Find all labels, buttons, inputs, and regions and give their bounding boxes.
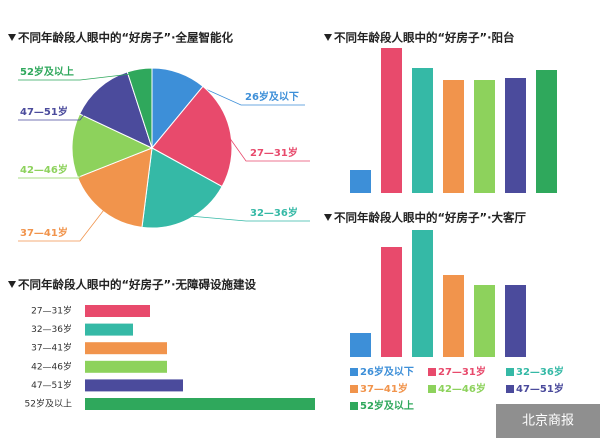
chart-title: 不同年龄段人眼中的“好房子”·阳台 <box>334 31 514 45</box>
legend-label: 37—41岁 <box>360 382 408 395</box>
bar <box>381 48 402 193</box>
y-tick-label: 37—41岁 <box>31 342 72 354</box>
pie-slice <box>151 85 233 188</box>
legend-swatch <box>506 368 514 376</box>
title-marker <box>8 34 16 41</box>
pie-slice <box>71 113 154 179</box>
bar <box>412 68 433 193</box>
pie-label: 37—41岁 <box>20 226 68 239</box>
bar <box>443 275 464 357</box>
legend-label: 32—36岁 <box>516 365 564 378</box>
legend-label: 26岁及以下 <box>360 365 414 378</box>
title-marker <box>324 214 332 221</box>
y-tick-label: 42—46岁 <box>31 360 72 372</box>
chart-title: 不同年龄段人眼中的“好房子”·大客厅 <box>334 211 526 225</box>
bar <box>474 285 495 357</box>
leader-line <box>177 76 305 106</box>
pie-label: 52岁及以上 <box>20 65 74 78</box>
leader-line <box>18 207 106 242</box>
bar <box>85 323 133 336</box>
pie-slice <box>78 71 153 149</box>
bar <box>350 333 371 357</box>
bar <box>85 398 315 410</box>
y-tick-label: 27—31岁 <box>31 305 72 317</box>
leader-line <box>186 215 310 222</box>
y-tick-label: 47—51岁 <box>31 379 72 391</box>
watermark: 北京商报 <box>522 414 574 429</box>
pie-label: 32—36岁 <box>250 206 298 219</box>
bar <box>85 305 150 317</box>
title-marker <box>324 34 332 41</box>
pie-slice <box>141 147 223 229</box>
bar <box>85 342 167 355</box>
bar <box>381 247 402 357</box>
leader-line <box>18 90 103 121</box>
chart-title: 不同年龄段人眼中的“好房子”·全屋智能化 <box>18 31 233 45</box>
legend-swatch <box>428 385 436 393</box>
legend-swatch <box>350 385 358 393</box>
bar <box>443 80 464 193</box>
bar <box>505 78 526 193</box>
pie-label: 47—51岁 <box>20 105 68 118</box>
bar <box>350 170 371 193</box>
pie-slice <box>126 67 153 149</box>
title-marker <box>8 281 16 288</box>
bar <box>536 70 557 193</box>
leader-line <box>18 72 141 81</box>
y-tick-label: 32—36岁 <box>31 323 72 335</box>
bar <box>474 80 495 193</box>
watermark-bg <box>496 404 600 438</box>
y-tick-label: 52岁及以上 <box>25 398 72 410</box>
bar <box>85 379 183 392</box>
legend-swatch <box>350 368 358 376</box>
legend-label: 27—31岁 <box>438 365 486 378</box>
legend-swatch <box>350 402 358 410</box>
legend-swatch <box>506 385 514 393</box>
pie-label: 42—46岁 <box>20 163 68 176</box>
bar <box>85 360 167 373</box>
bar <box>412 230 433 357</box>
leader-line <box>226 133 310 162</box>
chart-title: 不同年龄段人眼中的“好房子”·无障碍设施建设 <box>18 278 256 292</box>
pie-label: 27—31岁 <box>250 146 298 159</box>
legend-label: 47—51岁 <box>516 382 564 395</box>
leader-line <box>18 145 81 179</box>
legend-label: 42—46岁 <box>438 382 486 395</box>
pie-label: 26岁及以下 <box>245 90 299 103</box>
legend-label: 52岁及以上 <box>360 399 414 412</box>
legend-swatch <box>428 368 436 376</box>
bar <box>505 285 526 357</box>
